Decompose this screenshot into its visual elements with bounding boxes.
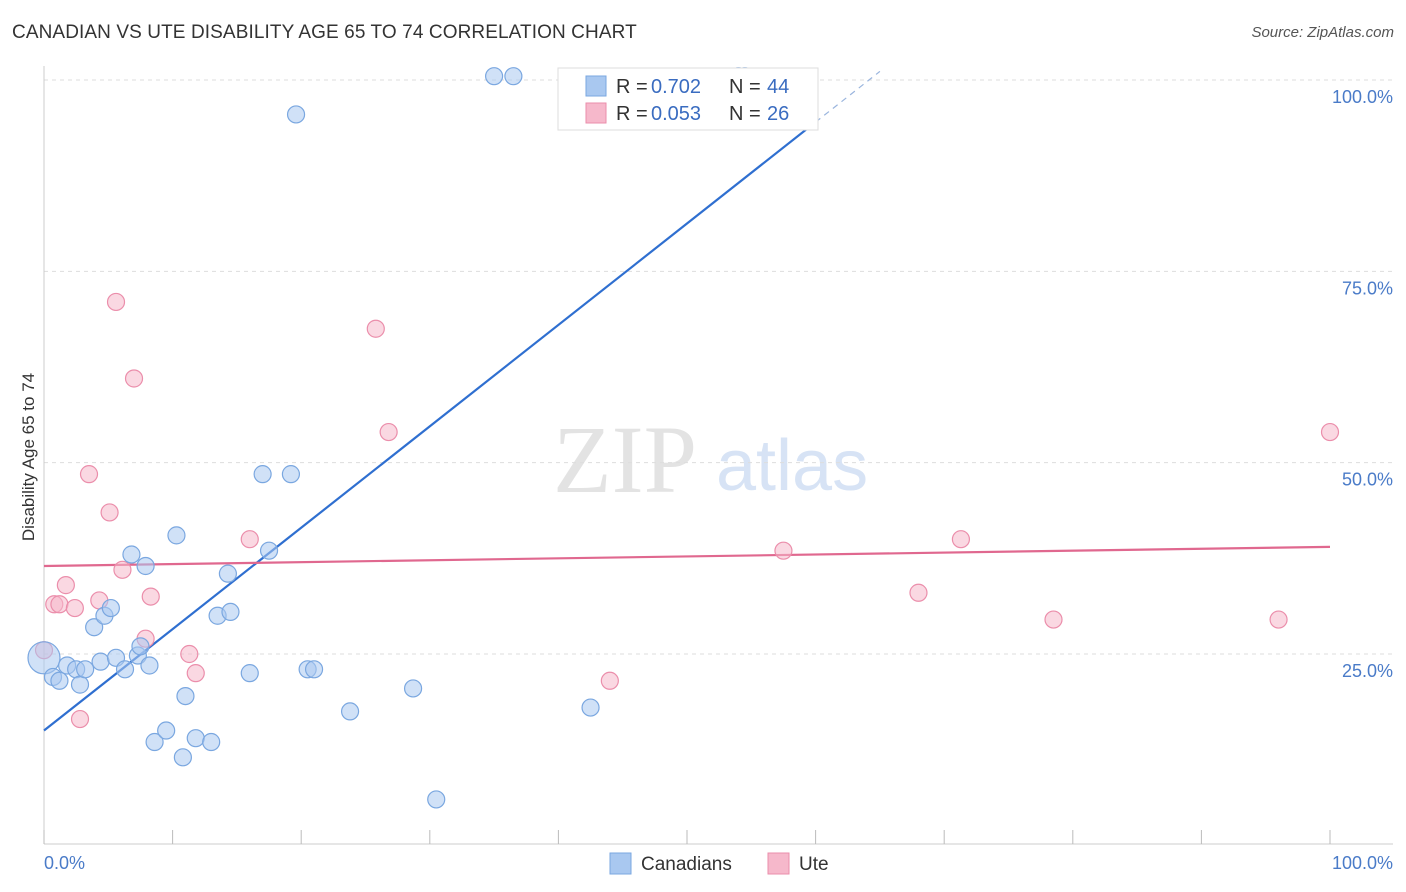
ute-point-16 bbox=[240, 530, 259, 549]
legend-swatch-ute bbox=[585, 102, 607, 124]
ute-point-24 bbox=[1269, 610, 1288, 629]
grid-lines bbox=[44, 79, 1393, 655]
ute-point-21 bbox=[909, 583, 928, 602]
ute-point-11 bbox=[124, 369, 144, 388]
trend-line-canadians bbox=[43, 121, 817, 732]
trend-lines bbox=[43, 70, 1331, 732]
ute-point-20 bbox=[774, 541, 793, 560]
canadians-point-2 bbox=[50, 671, 69, 690]
bottom-legend-label-ute: Ute bbox=[799, 854, 829, 875]
ute-point-19 bbox=[600, 671, 619, 690]
canadians-point-10 bbox=[101, 598, 120, 618]
canadians-point-12 bbox=[115, 660, 135, 679]
canadians-point-27 bbox=[221, 602, 240, 622]
canadians-point-22 bbox=[176, 686, 195, 706]
bottom-legend-swatch-canadians bbox=[609, 852, 632, 875]
ute-point-9 bbox=[106, 292, 126, 312]
trend-line-canadians-extension bbox=[815, 70, 881, 123]
canadians-point-19 bbox=[157, 721, 176, 740]
ute-point-14 bbox=[180, 644, 199, 664]
bottom-legend-swatch-ute bbox=[767, 852, 790, 875]
ute-point-4 bbox=[65, 598, 84, 618]
y-axis-label: Disability Age 65 to 74 bbox=[19, 373, 38, 541]
ute-point-2 bbox=[50, 595, 69, 614]
canadians-point-21 bbox=[173, 748, 192, 767]
trend-line-ute bbox=[43, 545, 1331, 568]
y-tick-label-1: 50.0% bbox=[1342, 470, 1393, 490]
canadians-point-20 bbox=[167, 526, 186, 545]
y-tick-label-0: 25.0% bbox=[1342, 661, 1393, 681]
chart-title: CANADIAN VS UTE DISABILITY AGE 65 TO 74 … bbox=[12, 22, 637, 43]
canadians-point-30 bbox=[259, 541, 279, 560]
ute-point-3 bbox=[56, 576, 75, 595]
ute-point-17 bbox=[366, 319, 385, 338]
bottom-legend: Canadians Ute bbox=[609, 852, 829, 875]
ute-point-5 bbox=[70, 709, 90, 729]
watermark-zip: ZIP bbox=[553, 406, 697, 513]
legend-n-label-canadians: N = bbox=[729, 76, 761, 98]
stats-legend: R = 0.702 N = 44 R = 0.053 N = 26 bbox=[557, 67, 819, 131]
canadians-point-39 bbox=[504, 67, 523, 86]
y-tick-label-3: 100.0% bbox=[1332, 87, 1393, 107]
canadians-point-17 bbox=[140, 656, 159, 675]
canadians-point-26 bbox=[218, 564, 237, 583]
canadians-point-18 bbox=[145, 732, 164, 752]
source-label: Source: ZipAtlas.com bbox=[1251, 24, 1394, 41]
canadians-point-5 bbox=[70, 675, 90, 694]
canadians-point-23 bbox=[186, 729, 205, 748]
canadians-point-36 bbox=[403, 679, 423, 698]
canadians-point-8 bbox=[91, 652, 110, 671]
canadians-point-29 bbox=[253, 465, 272, 484]
ute-point-6 bbox=[79, 465, 99, 484]
y-tick-labels: 25.0% 50.0% 75.0% 100.0% bbox=[1332, 87, 1393, 681]
bottom-legend-label-canadians: Canadians bbox=[641, 854, 732, 875]
y-tick-label-2: 75.0% bbox=[1342, 278, 1393, 298]
canadians-point-15 bbox=[131, 637, 150, 656]
ute-point-15 bbox=[186, 664, 205, 683]
x-tick-label-min: 0.0% bbox=[44, 853, 85, 873]
ute-points bbox=[34, 292, 1340, 729]
canadians-point-34 bbox=[304, 660, 324, 679]
canadians-point-16 bbox=[136, 556, 155, 576]
legend-n-value-canadians: 44 bbox=[767, 76, 789, 98]
canadians-point-40 bbox=[581, 698, 600, 717]
canadians-point-0 bbox=[27, 641, 61, 675]
legend-r-label-canadians: R = bbox=[616, 76, 648, 98]
canadians-point-35 bbox=[340, 702, 360, 721]
ute-point-23 bbox=[1044, 610, 1063, 629]
legend-n-label-ute: N = bbox=[729, 103, 761, 125]
x-tick-label-max: 100.0% bbox=[1332, 853, 1393, 873]
canadians-point-32 bbox=[286, 105, 306, 124]
canadians-point-31 bbox=[281, 465, 301, 484]
canadians-point-13 bbox=[122, 545, 141, 564]
ute-point-25 bbox=[1320, 422, 1340, 442]
ute-point-18 bbox=[379, 422, 398, 442]
legend-swatch-canadians bbox=[585, 75, 607, 97]
canadians-point-6 bbox=[76, 660, 95, 679]
legend-r-value-canadians: 0.702 bbox=[651, 76, 701, 98]
ute-point-13 bbox=[141, 587, 160, 606]
canadians-point-38 bbox=[485, 67, 504, 86]
canadians-point-24 bbox=[202, 732, 221, 752]
axes bbox=[43, 66, 1393, 845]
legend-r-label-ute: R = bbox=[616, 103, 648, 125]
canadians-point-7 bbox=[85, 618, 104, 637]
canadians-point-28 bbox=[240, 664, 259, 683]
canadians-point-37 bbox=[427, 790, 446, 809]
legend-n-value-ute: 26 bbox=[767, 103, 789, 125]
ute-point-22 bbox=[951, 530, 971, 549]
ute-point-8 bbox=[100, 503, 119, 522]
legend-r-value-ute: 0.053 bbox=[651, 103, 701, 125]
watermark-atlas: atlas bbox=[716, 426, 868, 506]
ute-point-10 bbox=[113, 560, 132, 579]
